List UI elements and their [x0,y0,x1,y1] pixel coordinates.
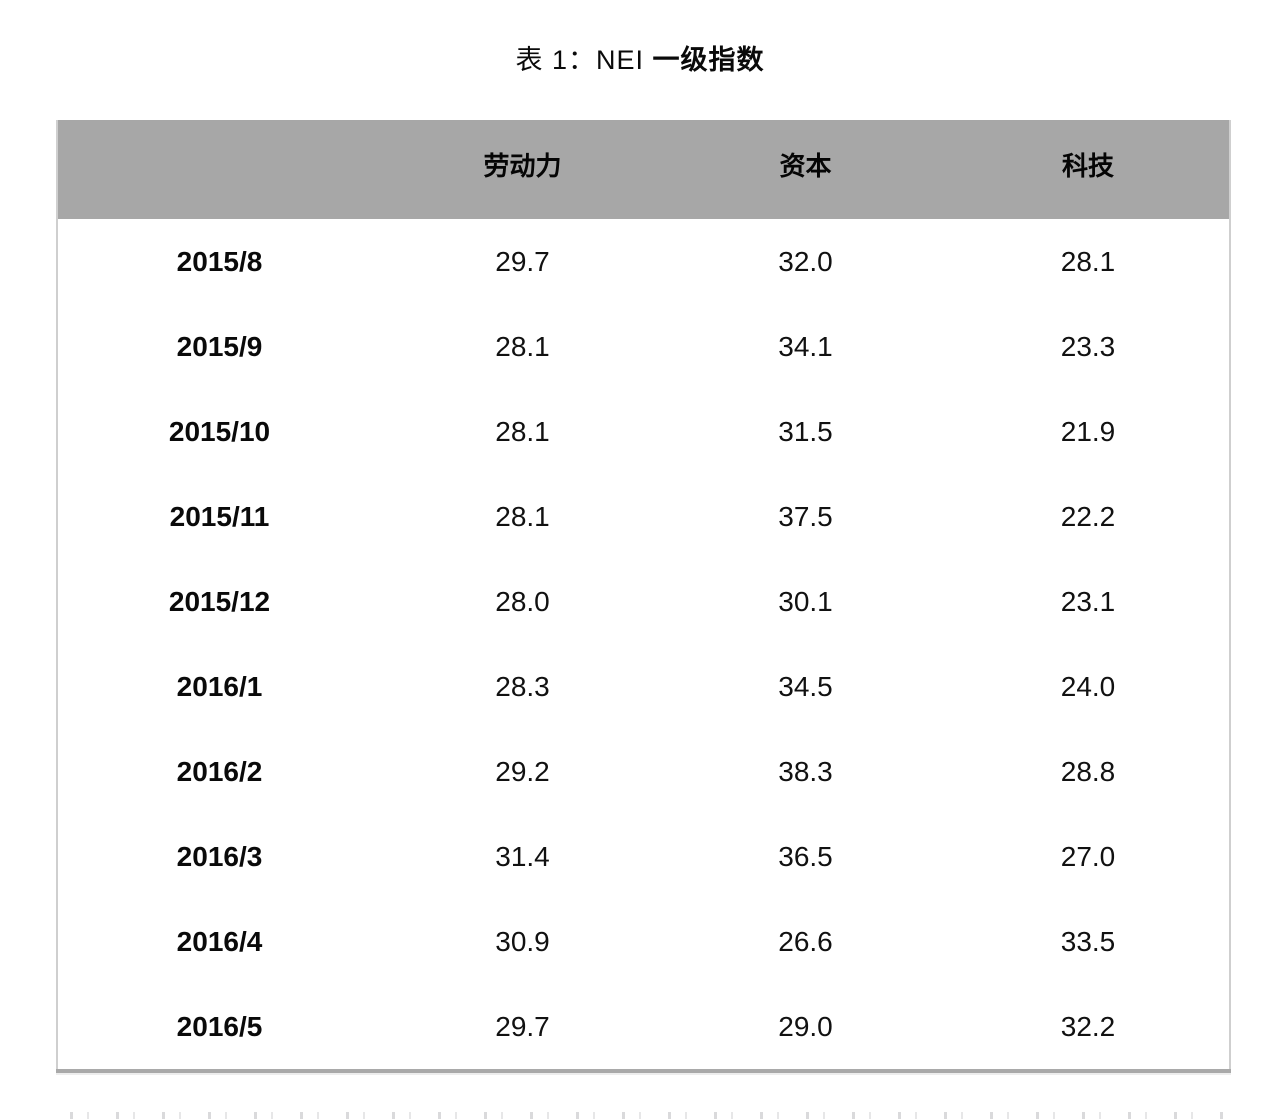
value-cell: 29.0 [664,984,947,1071]
row-label: 2015/8 [57,219,381,304]
value-cell: 23.3 [947,304,1230,389]
row-label: 2015/10 [57,389,381,474]
page-title: 表 1：NEI 一级指数 [0,38,1280,77]
table-row: 2015/11 28.1 37.5 22.2 [57,474,1230,559]
row-label: 2016/5 [57,984,381,1071]
value-cell: 31.4 [381,814,664,899]
value-cell: 28.8 [947,729,1230,814]
cutoff-text-remnant [70,1112,1230,1119]
value-cell: 27.0 [947,814,1230,899]
value-cell: 24.0 [947,644,1230,729]
value-cell: 36.5 [664,814,947,899]
table-row: 2015/9 28.1 34.1 23.3 [57,304,1230,389]
value-cell: 33.5 [947,899,1230,984]
value-cell: 23.1 [947,559,1230,644]
table-caption-prefix: 表 1：NEI [515,45,653,75]
value-cell: 21.9 [947,389,1230,474]
table-row: 2016/5 29.7 29.0 32.2 [57,984,1230,1071]
column-header-technology: 科技 [947,120,1230,219]
table-row: 2016/3 31.4 36.5 27.0 [57,814,1230,899]
table-row: 2015/8 29.7 32.0 28.1 [57,219,1230,304]
table-row: 2015/12 28.0 30.1 23.1 [57,559,1230,644]
value-cell: 28.3 [381,644,664,729]
value-cell: 30.9 [381,899,664,984]
value-cell: 28.0 [381,559,664,644]
column-header-labor: 劳动力 [381,120,664,219]
value-cell: 26.6 [664,899,947,984]
nei-index-table: 劳动力 资本 科技 2015/8 29.7 32.0 28.1 2015/9 2… [56,120,1231,1073]
value-cell: 29.2 [381,729,664,814]
value-cell: 37.5 [664,474,947,559]
value-cell: 32.0 [664,219,947,304]
table-header-row: 劳动力 资本 科技 [57,120,1230,219]
column-header-period [57,120,381,219]
row-label: 2015/12 [57,559,381,644]
table-row: 2016/4 30.9 26.6 33.5 [57,899,1230,984]
value-cell: 28.1 [381,474,664,559]
table-row: 2016/2 29.2 38.3 28.8 [57,729,1230,814]
table-row: 2015/10 28.1 31.5 21.9 [57,389,1230,474]
row-label: 2016/2 [57,729,381,814]
value-cell: 34.1 [664,304,947,389]
row-label: 2015/11 [57,474,381,559]
value-cell: 28.1 [381,304,664,389]
value-cell: 32.2 [947,984,1230,1071]
value-cell: 22.2 [947,474,1230,559]
value-cell: 29.7 [381,984,664,1071]
value-cell: 28.1 [381,389,664,474]
row-label: 2016/3 [57,814,381,899]
value-cell: 38.3 [664,729,947,814]
table-row: 2016/1 28.3 34.5 24.0 [57,644,1230,729]
value-cell: 28.1 [947,219,1230,304]
row-label: 2015/9 [57,304,381,389]
value-cell: 29.7 [381,219,664,304]
value-cell: 34.5 [664,644,947,729]
value-cell: 31.5 [664,389,947,474]
row-label: 2016/1 [57,644,381,729]
row-label: 2016/4 [57,899,381,984]
table-caption-emphasis: 一级指数 [652,45,765,75]
column-header-capital: 资本 [664,120,947,219]
value-cell: 30.1 [664,559,947,644]
